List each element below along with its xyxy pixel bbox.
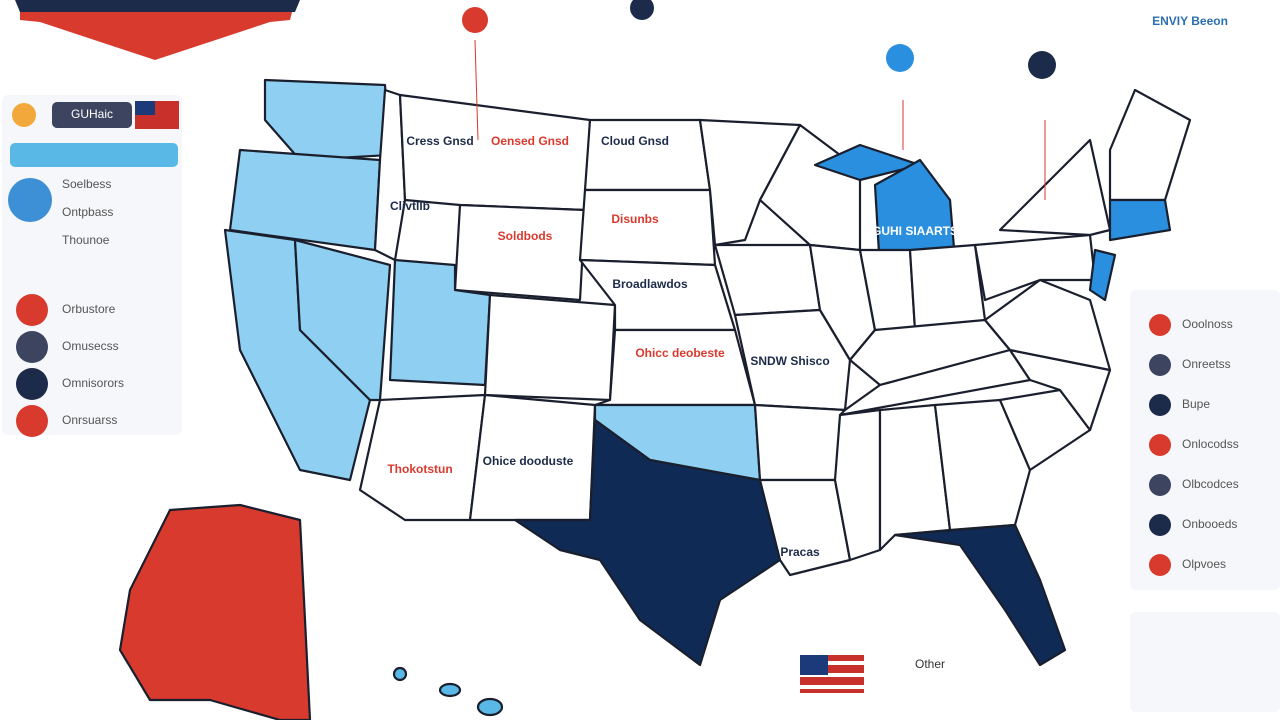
state xyxy=(118,503,312,722)
legend-icon xyxy=(16,368,48,400)
state-label: Pracas xyxy=(780,545,820,559)
state-label: Ohice dooduste xyxy=(483,454,574,468)
banner xyxy=(20,0,295,60)
pin xyxy=(886,44,914,72)
legend-item: Onbooeds xyxy=(1182,517,1237,531)
state-label: SNDW Shisco xyxy=(750,354,829,368)
state xyxy=(593,328,757,407)
state xyxy=(263,78,392,162)
legend-icon xyxy=(1149,394,1171,416)
state xyxy=(1108,198,1172,242)
pin xyxy=(462,7,488,33)
state xyxy=(758,478,852,577)
state-label: Cress Gnsd xyxy=(406,134,473,148)
states xyxy=(118,78,1192,722)
state xyxy=(908,243,987,332)
caption: Other xyxy=(915,657,945,671)
legend-icon xyxy=(1149,554,1171,576)
legend-item: Onreetss xyxy=(1182,357,1231,371)
island xyxy=(392,666,408,682)
state xyxy=(833,408,882,562)
legend-icon xyxy=(16,294,48,326)
legend-icon xyxy=(1149,314,1171,336)
state xyxy=(513,418,782,667)
header-title: ENVIY Beeon xyxy=(1152,14,1228,28)
state xyxy=(1108,88,1192,202)
state-label: Soldbods xyxy=(498,229,553,243)
legend-item: Omnisorors xyxy=(62,376,124,390)
legend-item: Onlocodss xyxy=(1182,437,1239,451)
state xyxy=(293,238,392,402)
state xyxy=(713,243,822,317)
legend-icon xyxy=(16,331,48,363)
pins xyxy=(462,0,1056,200)
right-panel-bottom xyxy=(1130,612,1280,712)
state xyxy=(1088,248,1117,302)
legend-icon xyxy=(1149,434,1171,456)
flag-canton xyxy=(135,101,155,115)
legend-item: Orbustore xyxy=(62,302,116,316)
us-flag xyxy=(800,655,864,693)
hawaii xyxy=(392,666,504,717)
banner-top xyxy=(15,0,300,12)
pin xyxy=(1028,51,1056,79)
state xyxy=(998,138,1112,237)
state xyxy=(583,118,712,192)
state-label: Disunbs xyxy=(611,212,659,226)
badge-bg[interactable] xyxy=(52,102,132,128)
icon xyxy=(12,103,36,127)
pin xyxy=(630,0,654,20)
legend-item: Olbcodces xyxy=(1182,477,1239,491)
leader xyxy=(474,39,479,141)
legend-icon xyxy=(1149,514,1171,536)
flag-stripe xyxy=(800,661,864,665)
search-bar[interactable] xyxy=(10,143,178,167)
legend-item: Onrsuarss xyxy=(62,413,117,427)
legend-icon xyxy=(1149,474,1171,496)
flag-stripe xyxy=(800,685,864,689)
state-label: GUHI SIAARTS xyxy=(872,224,958,238)
state-label: Tloriodbs xyxy=(213,569,268,583)
state-label: Thokotstun xyxy=(387,462,452,476)
legend-item: Omusecss xyxy=(62,339,119,353)
state xyxy=(733,308,852,412)
state xyxy=(398,93,592,212)
badge-label: GUHaic xyxy=(71,107,113,121)
state-label: Oensed Gnsd xyxy=(491,134,569,148)
state-label: Broadlawdos xyxy=(612,277,688,291)
state-label: Cloud Gnsd xyxy=(601,134,669,148)
legend-item: Bupe xyxy=(1182,397,1210,411)
legend-item: Ontpbass xyxy=(62,205,113,219)
state xyxy=(578,188,717,267)
state xyxy=(358,393,487,522)
state xyxy=(453,203,587,302)
flag-stripe xyxy=(800,673,864,677)
legend-icon xyxy=(16,405,48,437)
island xyxy=(476,697,504,717)
legend-item: Thounoe xyxy=(62,233,110,247)
avatar xyxy=(8,178,52,222)
state xyxy=(973,233,1097,302)
state xyxy=(983,278,1112,372)
state xyxy=(933,398,1032,532)
legend-item: Ooolnoss xyxy=(1182,317,1233,331)
state-label: Clivtllb xyxy=(390,199,430,213)
legend-item: Soelbess xyxy=(62,177,111,191)
state-label: Ohicc deobeste xyxy=(635,346,725,360)
island xyxy=(438,682,462,698)
flag-canton xyxy=(800,655,828,675)
state xyxy=(483,293,617,402)
state xyxy=(893,523,1067,667)
legend-item: Olpvoes xyxy=(1182,557,1226,571)
legend-icon xyxy=(1149,354,1171,376)
state xyxy=(753,403,847,482)
